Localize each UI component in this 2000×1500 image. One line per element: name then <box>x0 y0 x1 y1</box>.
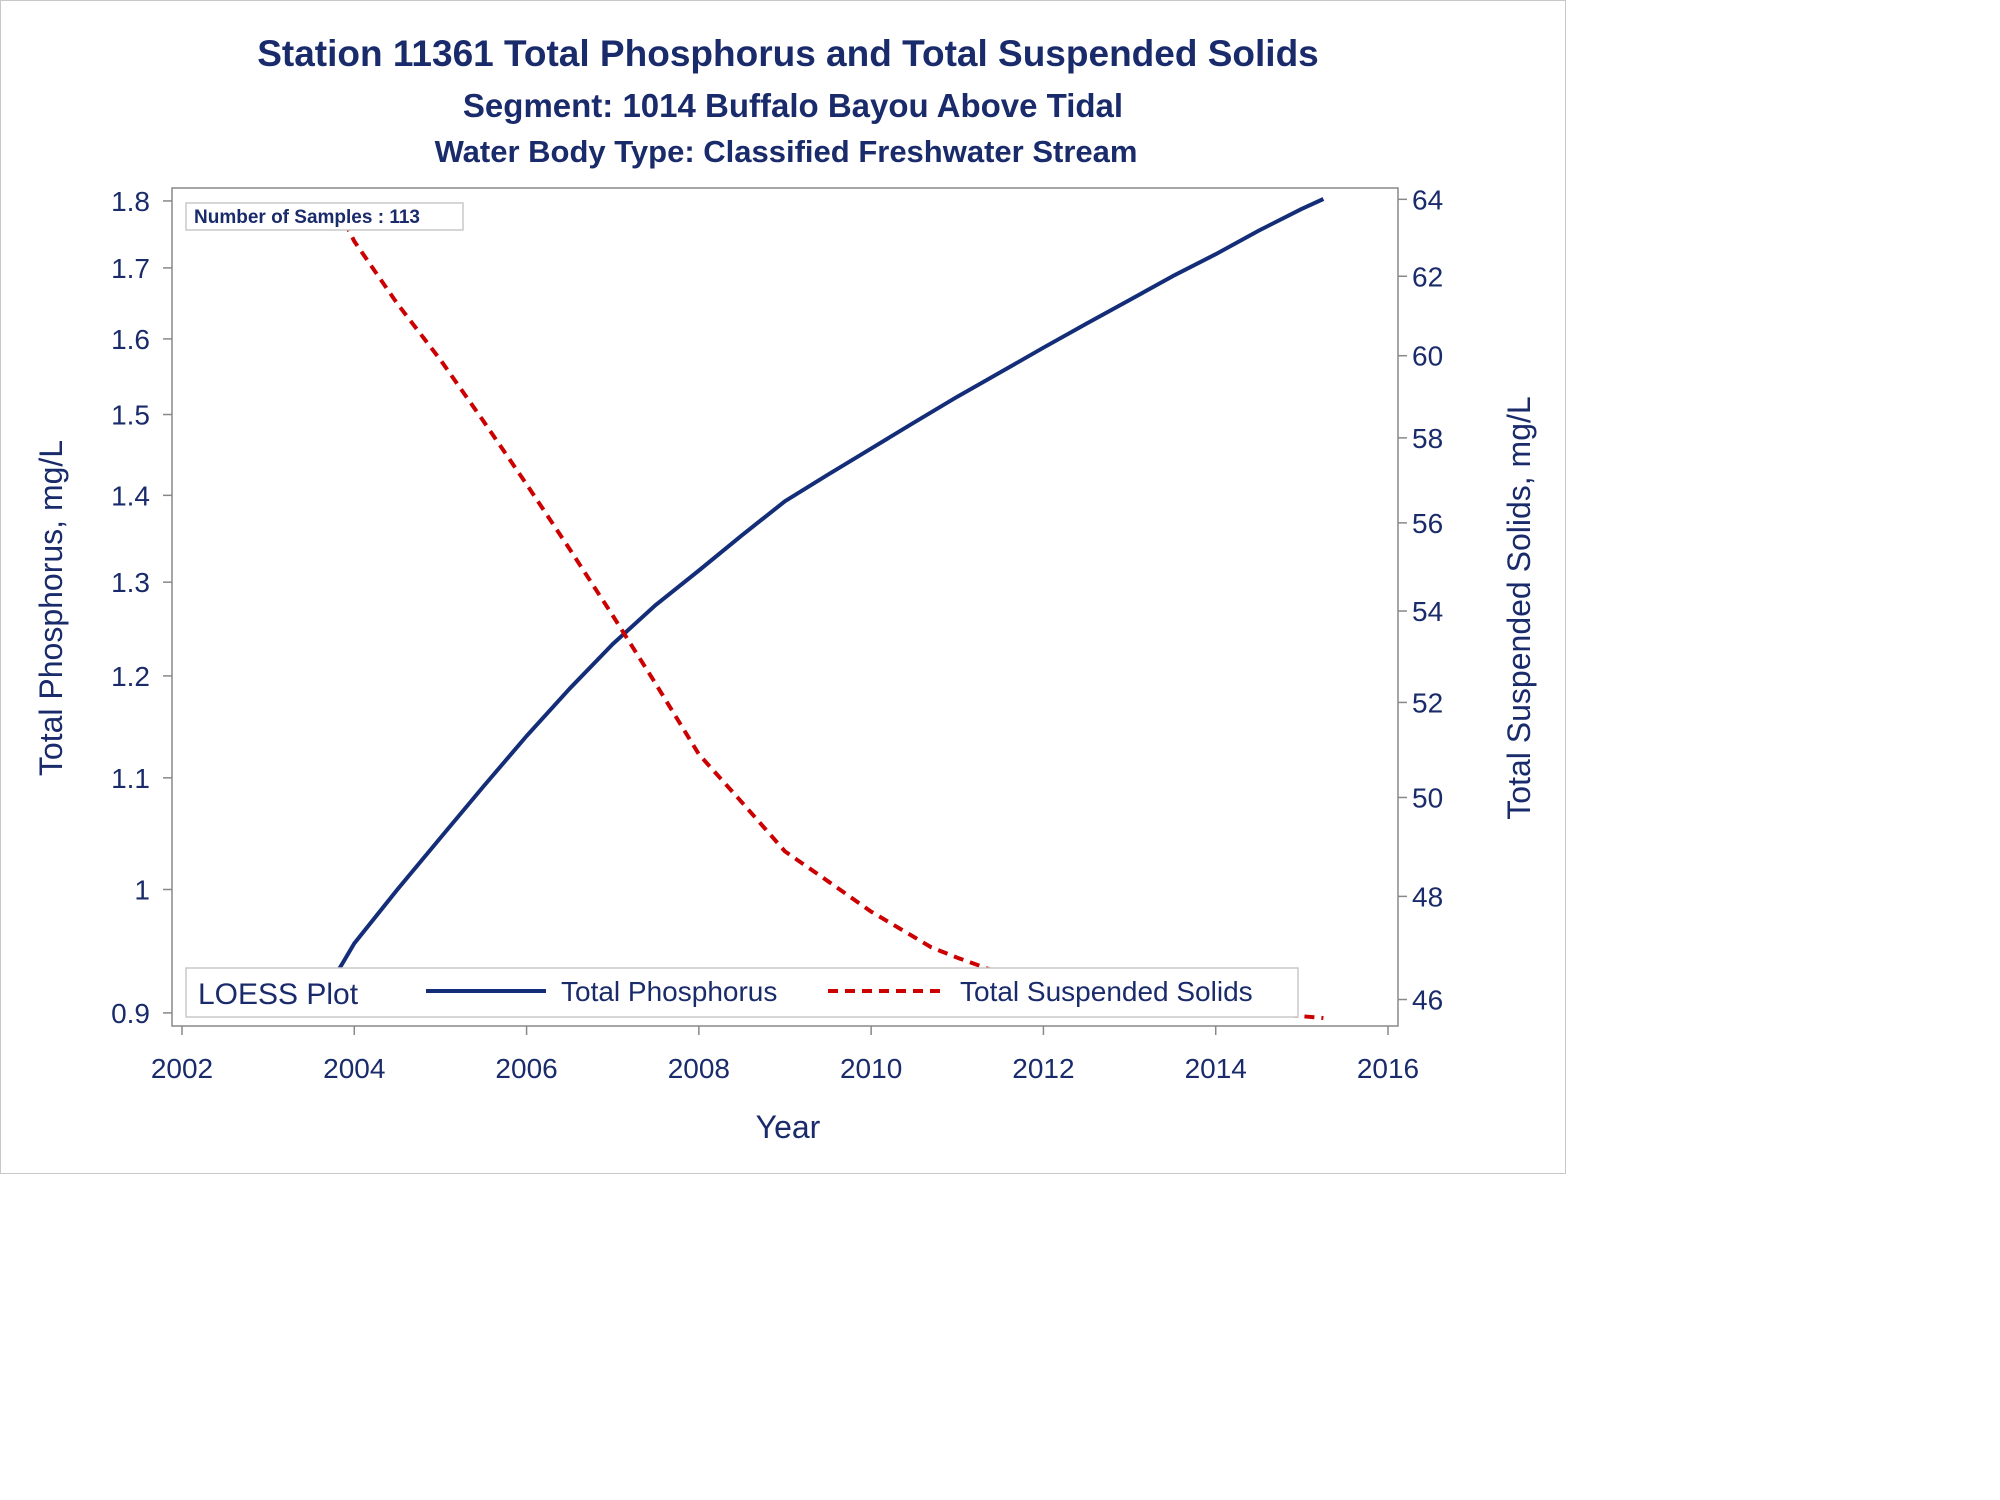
y2-axis-label: Total Suspended Solids, mg/L <box>1501 396 1537 819</box>
y-tick-label-7: 1.6 <box>111 324 150 355</box>
legend-label-tss: Total Suspended Solids <box>960 976 1253 1007</box>
y-tick-label-6: 1.5 <box>111 400 150 431</box>
x-tick-label-7: 2016 <box>1357 1053 1419 1084</box>
plot-area <box>171 187 1399 1027</box>
x-tick-label-2: 2006 <box>495 1053 557 1084</box>
y-tick-label-9: 1.8 <box>111 186 150 217</box>
series-line-total-phosphorus <box>326 197 1325 989</box>
y-tick-label-2: 1.1 <box>111 763 150 794</box>
x-tick-label-4: 2010 <box>840 1053 902 1084</box>
x-tick-label-1: 2004 <box>323 1053 385 1084</box>
y-axis-right: 46 48 50 52 54 56 58 60 62 64 <box>1398 184 1443 1016</box>
y-tick-label-4: 1.3 <box>111 567 150 598</box>
x-tick-label-6: 2014 <box>1185 1053 1247 1084</box>
y2-tick-label-3: 52 <box>1412 687 1443 718</box>
y2-tick-label-6: 58 <box>1412 423 1443 454</box>
series-line-total-suspended-solids <box>335 206 1324 1020</box>
y2-tick-label-5: 56 <box>1412 508 1443 539</box>
y-tick-label-5: 1.4 <box>111 480 150 511</box>
y-tick-label-1: 1 <box>134 874 150 905</box>
legend-label-phosphorus: Total Phosphorus <box>561 976 777 1007</box>
x-tick-label-3: 2008 <box>668 1053 730 1084</box>
y-tick-label-0: 0.9 <box>111 998 150 1029</box>
x-axis-label: Year <box>756 1109 821 1145</box>
y2-tick-label-1: 48 <box>1412 881 1443 912</box>
y2-tick-label-0: 46 <box>1412 985 1443 1016</box>
chart-frame <box>0 0 1566 1174</box>
y2-tick-label-4: 54 <box>1412 596 1443 627</box>
sample-count-annotation: Number of Samples : 113 <box>185 202 464 231</box>
x-tick-label-0: 2002 <box>151 1053 213 1084</box>
legend-box <box>185 967 1299 1018</box>
y-tick-label-3: 1.2 <box>111 661 150 692</box>
y-axis-label: Total Phosphorus, mg/L <box>33 440 69 776</box>
chart-title: Station 11361 Total Phosphorus and Total… <box>257 33 1319 74</box>
chart: Station 11361 Total Phosphorus and Total… <box>33 33 1537 1145</box>
legend-title: LOESS Plot <box>198 978 359 1011</box>
y2-tick-label-8: 62 <box>1412 261 1443 292</box>
x-axis: 2002 2004 2006 2008 2010 2012 2014 2016 <box>151 1026 1419 1084</box>
annotation-text: Number of Samples : 113 <box>194 207 420 228</box>
y2-tick-label-2: 50 <box>1412 782 1443 813</box>
chart-subtitle-2: Water Body Type: Classified Freshwater S… <box>435 134 1138 169</box>
legend: LOESS Plot Total Phosphorus Total Suspen… <box>185 967 1299 1018</box>
annotation-box <box>185 202 464 231</box>
y-axis-left: 0.9 1 1.1 1.2 1.3 1.4 1.5 1.6 1.7 1.8 <box>111 186 172 1029</box>
chart-subtitle: Segment: 1014 Buffalo Bayou Above Tidal <box>463 87 1123 124</box>
y2-tick-label-9: 64 <box>1412 184 1443 215</box>
series-layer <box>326 197 1325 1020</box>
y2-tick-label-7: 60 <box>1412 341 1443 372</box>
x-tick-label-5: 2012 <box>1012 1053 1074 1084</box>
y-tick-label-8: 1.7 <box>111 253 150 284</box>
